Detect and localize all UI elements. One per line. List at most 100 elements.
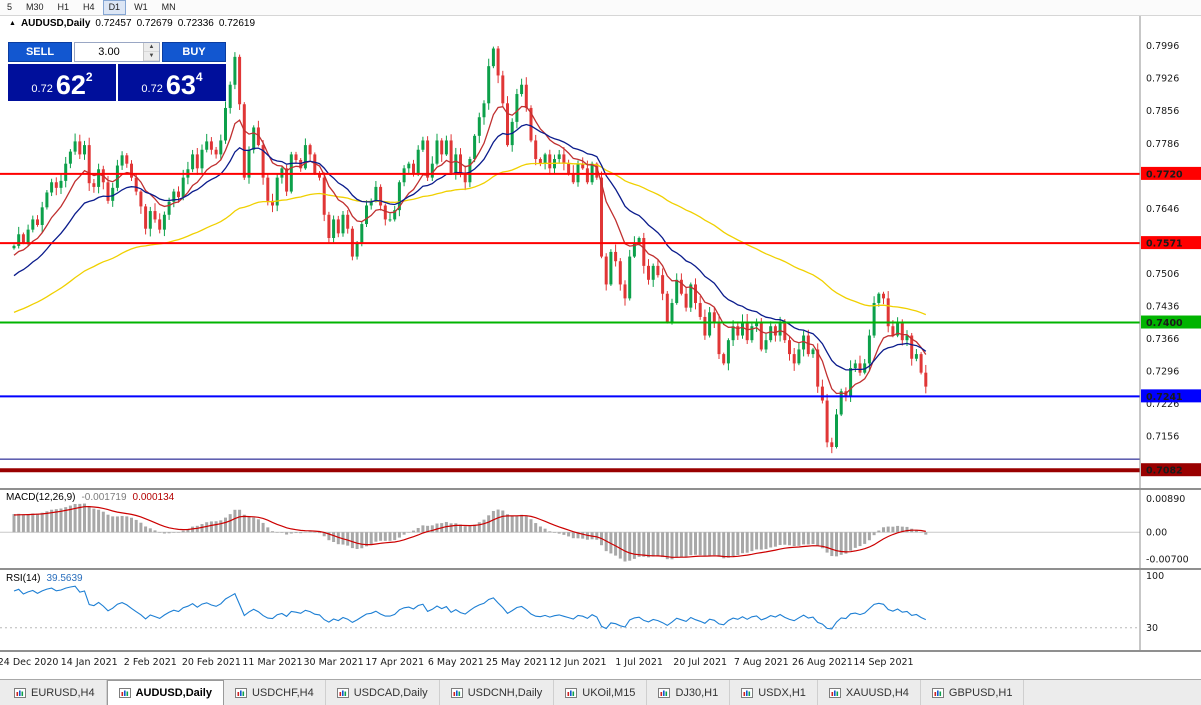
time-scale[interactable]: 24 Dec 2020 14 Jan 2021 2 Feb 2021 20 Feb 2… [0, 657, 914, 668]
volume-up-icon[interactable]: ▲ [144, 43, 159, 52]
chart-tab-xauusd[interactable]: XAUUSD,H4 [818, 680, 921, 705]
svg-text:12 Jun 2021: 12 Jun 2021 [549, 657, 606, 668]
chart-tab-label: USDCAD,Daily [353, 686, 428, 699]
svg-text:17 Apr 2021: 17 Apr 2021 [365, 657, 424, 668]
chart-tab-dj30[interactable]: DJ30,H1 [647, 680, 731, 705]
timeframe-button-MN[interactable]: MN [161, 2, 176, 12]
svg-text:24 Dec 2020: 24 Dec 2020 [0, 657, 58, 668]
timeframe-button-D1[interactable]: D1 [102, 0, 127, 15]
buy-price-point: 4 [195, 70, 203, 84]
ohlc-high: 0.72679 [136, 18, 173, 29]
chart-tab-label: USDCNH,Daily [467, 686, 543, 699]
volume-down-icon[interactable]: ▼ [144, 52, 159, 61]
chart-icon [234, 687, 247, 698]
svg-text:11 Mar 2021: 11 Mar 2021 [242, 657, 302, 668]
chart-tab-audusd[interactable]: AUDUSD,Daily [106, 680, 224, 705]
svg-text:0.7156: 0.7156 [1146, 431, 1179, 442]
svg-text:0.7296: 0.7296 [1146, 366, 1179, 377]
chart-tab-label: EURUSD,H4 [31, 686, 95, 699]
sell-button[interactable]: SELL [8, 42, 72, 62]
volume-stepper[interactable]: 3.00 ▲ ▼ [74, 42, 160, 62]
chart-tab-usdcad[interactable]: USDCAD,Daily [326, 680, 440, 705]
svg-text:0.00890: 0.00890 [1146, 494, 1185, 505]
sell-price-display[interactable]: 0.72 62 2 [8, 64, 116, 101]
horizontal-level-lines[interactable] [0, 172, 1140, 473]
buy-price-display[interactable]: 0.72 63 4 [118, 64, 226, 101]
chart-tab-eurusd[interactable]: EURUSD,H4 [3, 680, 107, 705]
chart-tab-ukoil[interactable]: UKOil,M15 [554, 680, 648, 705]
chart-tab-usdcnh[interactable]: USDCNH,Daily [440, 680, 555, 705]
svg-text:0.7996: 0.7996 [1146, 41, 1179, 52]
svg-text:0.7082: 0.7082 [1146, 466, 1183, 477]
chart-tab-label: DJ30,H1 [675, 686, 719, 699]
svg-text:14 Sep 2021: 14 Sep 2021 [853, 657, 913, 668]
svg-text:25 May 2021: 25 May 2021 [486, 657, 548, 668]
chart-icon [828, 687, 841, 698]
svg-text:0.7786: 0.7786 [1146, 139, 1179, 150]
macd-signal-line [13, 505, 926, 558]
chart-info-header: ▲ AUDUSD,Daily 0.72457 0.72679 0.72336 0… [9, 18, 255, 29]
svg-text:0.7400: 0.7400 [1146, 318, 1183, 329]
timeframe-button-M30[interactable]: M30 [26, 2, 44, 12]
ma-fast-line [13, 105, 927, 395]
svg-text:26 Aug 2021: 26 Aug 2021 [792, 657, 853, 668]
timeframe-button-5[interactable]: 5 [7, 2, 13, 12]
rsi-name: RSI(14) [6, 573, 41, 584]
main-price-pane[interactable] [0, 46, 1140, 473]
svg-text:30: 30 [1146, 623, 1158, 634]
svg-text:0.00: 0.00 [1146, 528, 1167, 539]
macd-indicator-label: MACD(12,26,9) -0.001719 0.000134 [6, 492, 174, 503]
sell-price-point: 2 [85, 70, 93, 84]
svg-text:0.7241: 0.7241 [1146, 392, 1183, 403]
svg-text:0.7720: 0.7720 [1146, 169, 1183, 180]
chart-tab-label: USDCHF,H4 [251, 686, 314, 699]
chart-icon [658, 687, 671, 698]
chart-icon [14, 687, 26, 698]
buy-price-pips: 63 [165, 70, 196, 100]
chart-tab-usdchf[interactable]: USDCHF,H4 [224, 680, 326, 705]
svg-text:30 Mar 2021: 30 Mar 2021 [303, 657, 363, 668]
ma-medium-line [13, 123, 927, 371]
svg-text:0.7226: 0.7226 [1146, 399, 1179, 410]
symbol-expand-icon[interactable]: ▲ [9, 20, 16, 27]
macd-name: MACD(12,26,9) [6, 492, 76, 503]
buy-price-prefix: 0.72 [141, 83, 163, 95]
rsi-value: 39.5639 [46, 573, 83, 584]
timeframe-button-H4[interactable]: H4 [83, 2, 95, 12]
chart-tab-usdx[interactable]: USDX,H1 [730, 680, 818, 705]
chart-tab-bar: EURUSD,H4 AUDUSD,Daily USDCHF,H4 USDCAD,Dai… [0, 679, 1201, 705]
svg-text:0.7571: 0.7571 [1146, 239, 1183, 250]
ohlc-open: 0.72457 [95, 18, 132, 29]
svg-text:2 Feb 2021: 2 Feb 2021 [124, 657, 177, 668]
svg-text:-0.00700: -0.00700 [1146, 554, 1189, 565]
sell-price-prefix: 0.72 [31, 83, 53, 95]
rsi-pane[interactable]: 100 30 [0, 571, 1164, 634]
price-level-tag [1141, 463, 1201, 477]
volume-spin-buttons: ▲ ▼ [143, 43, 159, 61]
chart-tab-label: XAUUSD,H4 [845, 686, 909, 699]
svg-text:1 Jul 2021: 1 Jul 2021 [615, 657, 663, 668]
volume-value[interactable]: 3.00 [98, 46, 120, 58]
svg-text:20 Feb 2021: 20 Feb 2021 [182, 657, 241, 668]
svg-text:0.7436: 0.7436 [1146, 301, 1179, 312]
timeframe-button-W1[interactable]: W1 [134, 2, 148, 12]
chart-tab-label: AUDUSD,Daily [135, 687, 212, 699]
timeframe-button-H1[interactable]: H1 [57, 2, 70, 12]
chart-tab-label: UKOil,M15 [582, 686, 636, 699]
one-click-trading-panel: SELL 3.00 ▲ ▼ BUY 0.72 62 2 0.72 63 4 [8, 42, 226, 101]
macd-signal-value: 0.000134 [132, 492, 175, 503]
macd-pane[interactable]: 0.00890 0.00 -0.00700 [0, 494, 1189, 565]
svg-text:100: 100 [1146, 571, 1164, 582]
rsi-indicator-label: RSI(14) 39.5639 [6, 573, 83, 584]
price-scale[interactable]: 0.79960.79260.78560.77860.77160.76460.75… [1141, 41, 1201, 477]
chart-tab-gbpusd[interactable]: GBPUSD,H1 [921, 680, 1025, 705]
svg-text:0.7366: 0.7366 [1146, 334, 1179, 345]
chart-icon [931, 687, 944, 698]
pane-separators[interactable] [0, 15, 1201, 652]
svg-text:0.7646: 0.7646 [1146, 204, 1179, 215]
buy-button[interactable]: BUY [162, 42, 226, 62]
macd-main-value: -0.001719 [81, 492, 127, 503]
chart-icon [741, 687, 754, 698]
